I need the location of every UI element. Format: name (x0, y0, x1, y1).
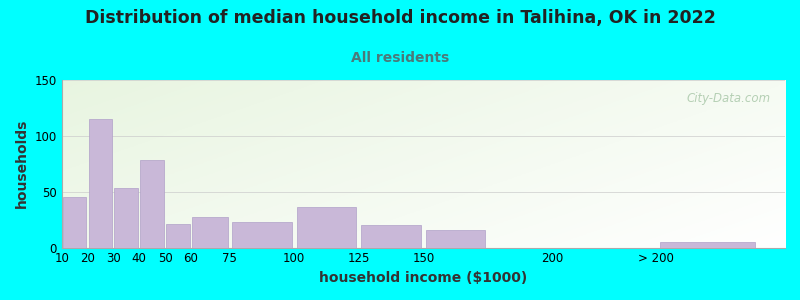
Y-axis label: households: households (15, 119, 29, 208)
Bar (297, 207, 356, 248)
Bar (232, 222, 291, 248)
Bar (660, 242, 755, 248)
Text: City-Data.com: City-Data.com (686, 92, 770, 105)
Bar (426, 230, 486, 248)
Bar (166, 224, 190, 247)
Bar (140, 160, 164, 247)
Bar (62, 197, 86, 248)
Bar (114, 188, 138, 248)
Bar (89, 119, 112, 248)
Bar (192, 218, 228, 248)
Text: Distribution of median household income in Talihina, OK in 2022: Distribution of median household income … (85, 9, 715, 27)
Text: All residents: All residents (351, 51, 449, 65)
X-axis label: household income ($1000): household income ($1000) (319, 271, 527, 285)
Bar (362, 225, 421, 248)
